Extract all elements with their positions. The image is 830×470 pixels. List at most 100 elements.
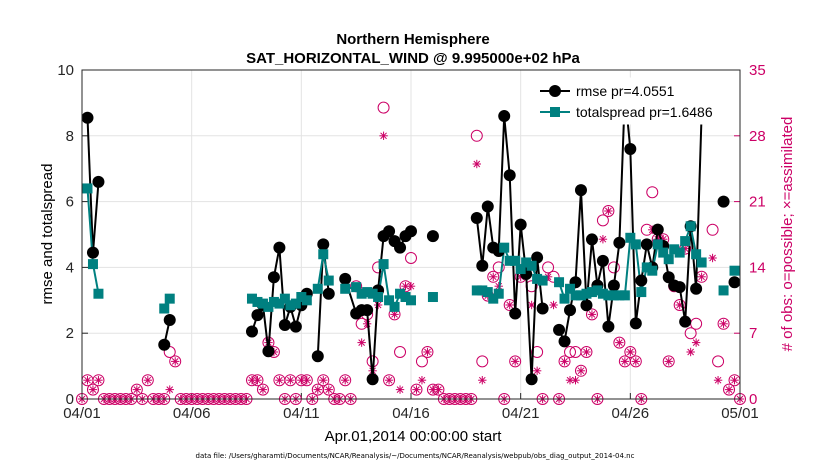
asterisk-stroke <box>380 132 387 140</box>
asterisk-stroke <box>550 301 557 309</box>
obs-possible-marker <box>574 364 587 377</box>
rmse-point <box>564 304 577 317</box>
totalspread-point <box>246 293 257 304</box>
rmse-point <box>267 271 280 284</box>
totalspread-point <box>581 288 592 299</box>
asterisk-stroke <box>166 386 174 393</box>
totalspread-point <box>263 301 274 312</box>
rmse-point <box>624 142 637 155</box>
obs-possible-marker <box>717 317 730 330</box>
legend-spread-marker <box>550 107 560 117</box>
x-axis-ticks: 04/01 04/06 04/11 04/16 04/21 04/26 05/01 <box>63 393 759 422</box>
y2-tick-label: 35 <box>749 62 766 79</box>
y-axis-ticks: 0 2 4 6 8 10 <box>57 62 88 408</box>
asterisk-stroke <box>314 386 322 393</box>
asterisk-stroke <box>583 348 590 356</box>
asterisk-stroke <box>676 301 684 309</box>
obs-assimilated-marker <box>697 272 706 281</box>
totalspread-point <box>427 292 438 303</box>
obs-possible-marker <box>690 317 703 330</box>
asterisk-stroke <box>248 376 256 384</box>
asterisk-stroke <box>528 301 535 309</box>
obs-assimilated-marker <box>582 347 591 357</box>
totalspread-point <box>395 288 406 299</box>
x-axis-label: Apr.01,2014 00:00:00 start <box>325 428 503 445</box>
totalspread-point <box>351 282 362 293</box>
totalspread-point <box>586 287 597 298</box>
asterisk-stroke <box>714 376 722 384</box>
asterisk-stroke <box>144 376 152 384</box>
obs-assimilated-marker <box>615 338 624 347</box>
obs-possible-marker <box>383 374 396 387</box>
asterisk-stroke <box>561 358 568 365</box>
asterisk-stroke <box>577 367 585 375</box>
totalspread-point <box>477 285 488 296</box>
rmse-point <box>317 238 330 251</box>
totalspread-point <box>400 292 411 303</box>
totalspread-point <box>510 255 521 266</box>
obs-assimilated-marker <box>428 385 438 394</box>
rmse-point <box>394 241 407 254</box>
totalspread-point <box>597 288 608 299</box>
asterisk-stroke <box>572 376 579 384</box>
obs-assimilated-marker <box>434 385 443 394</box>
obs-possible-marker <box>624 346 637 358</box>
rmse-point <box>514 218 527 231</box>
obs-possible-marker <box>684 327 697 340</box>
obs-assimilated-marker <box>713 376 723 385</box>
totalspread-point <box>603 290 614 301</box>
y-axis-label: rmse and totalspread <box>39 164 56 305</box>
obs-assimilated-marker <box>675 300 684 310</box>
totalspread-point <box>691 249 702 260</box>
asterisk-stroke <box>413 386 420 393</box>
obs-possible-marker <box>322 383 335 396</box>
obs-possible-marker <box>607 261 620 274</box>
totalspread-point <box>641 262 652 273</box>
totalspread-point <box>537 275 548 286</box>
obs-assimilated-marker <box>88 385 98 394</box>
totalspread-point <box>87 259 98 270</box>
totalspread-point <box>532 273 543 284</box>
obs-assimilated-marker <box>626 347 635 357</box>
x-tick-label: 04/06 <box>173 405 211 422</box>
rmse-point <box>322 287 335 300</box>
obs-assimilated-marker <box>598 235 608 244</box>
totalspread-point <box>575 290 586 301</box>
obs-assimilated-marker <box>691 338 701 347</box>
totalspread-point <box>559 293 570 304</box>
obs-assimilated-marker <box>708 253 717 263</box>
obs-assimilated-marker <box>313 385 322 394</box>
obs-assimilated-marker <box>395 385 405 394</box>
y-tick-label: 6 <box>66 194 74 211</box>
asterisk-stroke <box>325 386 333 393</box>
totalspread-point <box>482 287 493 298</box>
obs-possible-marker <box>662 355 675 368</box>
obs-assimilated-marker <box>489 272 498 281</box>
totalspread-point <box>384 295 395 306</box>
totalspread-point <box>570 290 581 301</box>
totalspread-point <box>164 293 175 304</box>
obs-assimilated-marker <box>412 385 421 394</box>
totalspread-point <box>565 283 576 294</box>
obs-assimilated-marker <box>604 206 613 216</box>
rmse-point <box>366 373 379 386</box>
rmse-point <box>262 345 275 358</box>
obs-assimilated-marker <box>620 357 630 366</box>
rmse-point <box>503 169 516 182</box>
obs-possible-marker <box>377 101 390 114</box>
asterisk-stroke <box>511 358 519 365</box>
rmse-point <box>602 320 615 333</box>
x-tick-label: 04/16 <box>392 405 430 422</box>
asterisk-stroke <box>363 320 371 328</box>
obs-assimilated-marker <box>571 376 580 385</box>
x-tick-label: 04/21 <box>502 405 540 422</box>
y-tick-label: 2 <box>66 325 74 342</box>
asterisk-stroke <box>720 320 727 328</box>
asterisk-stroke <box>429 386 437 393</box>
asterisk-stroke <box>133 386 141 393</box>
asterisk-stroke <box>588 311 596 318</box>
rmse-point <box>580 299 593 312</box>
y2-tick-label: 21 <box>749 194 766 211</box>
asterisk-stroke <box>698 273 705 281</box>
rmse-point <box>311 350 324 363</box>
